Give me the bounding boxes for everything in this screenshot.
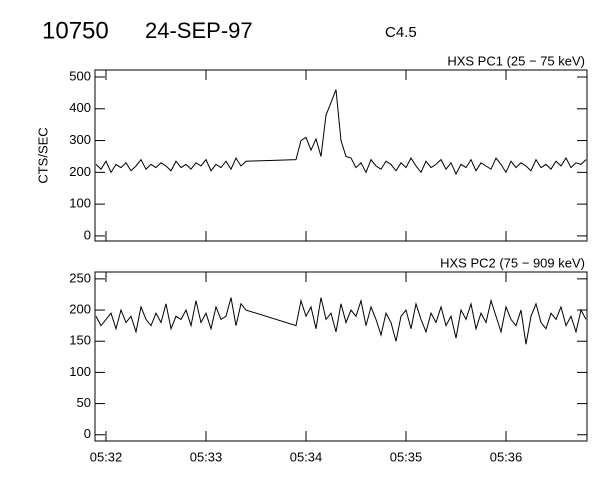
x-tick-label: 05:34 (290, 449, 323, 464)
panel-title: HXS PC1 (25 − 75 keV) (447, 53, 585, 68)
panel-title: HXS PC2 (75 − 909 keV) (440, 255, 585, 270)
x-tick-label: 05:36 (490, 449, 523, 464)
event-number: 10750 (42, 17, 109, 44)
x-tick-label: 05:35 (390, 449, 423, 464)
y-tick-label: 150 (69, 333, 91, 348)
y-tick-label: 400 (69, 100, 91, 115)
event-date: 24-SEP-97 (145, 18, 253, 43)
y-tick-label: 250 (69, 270, 91, 285)
data-line (95, 297, 587, 345)
plot-frame (94, 69, 588, 242)
data-line (95, 89, 587, 176)
y-tick-label: 0 (84, 227, 91, 242)
y-tick-label: 0 (84, 426, 91, 441)
y-tick-label: 200 (69, 301, 91, 316)
plot-frame (94, 271, 588, 442)
x-tick-label: 05:32 (90, 449, 123, 464)
x-tick-label: 05:33 (190, 449, 223, 464)
y-tick-label: 200 (69, 164, 91, 179)
flare-class: C4.5 (385, 24, 417, 41)
y-tick-label: 100 (69, 196, 91, 211)
y-tick-label: 300 (69, 132, 91, 147)
y-tick-label: 50 (77, 395, 91, 410)
y-axis-label: CTS/SEC (35, 127, 50, 183)
y-tick-label: 500 (69, 68, 91, 83)
y-tick-label: 100 (69, 364, 91, 379)
